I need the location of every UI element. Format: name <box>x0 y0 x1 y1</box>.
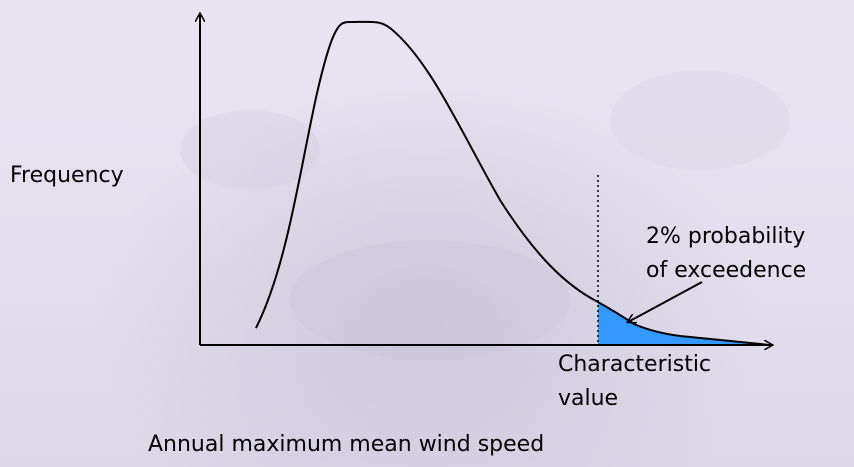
x-axis-label: Annual maximum mean wind speed <box>148 432 545 457</box>
exceedance-arrow <box>628 281 703 322</box>
frequency-curve <box>255 20 771 346</box>
characteristic-value-label-line1: Characteristic <box>558 352 712 377</box>
exceedance-label-line2: of exceedence <box>646 258 807 283</box>
exceedance-area <box>598 302 770 345</box>
characteristic-value-label-line2: value <box>558 386 619 411</box>
background-shapes <box>180 70 790 360</box>
y-axis-label: Frequency <box>10 163 124 188</box>
exceedance-label-line1: 2% probability <box>646 224 806 249</box>
